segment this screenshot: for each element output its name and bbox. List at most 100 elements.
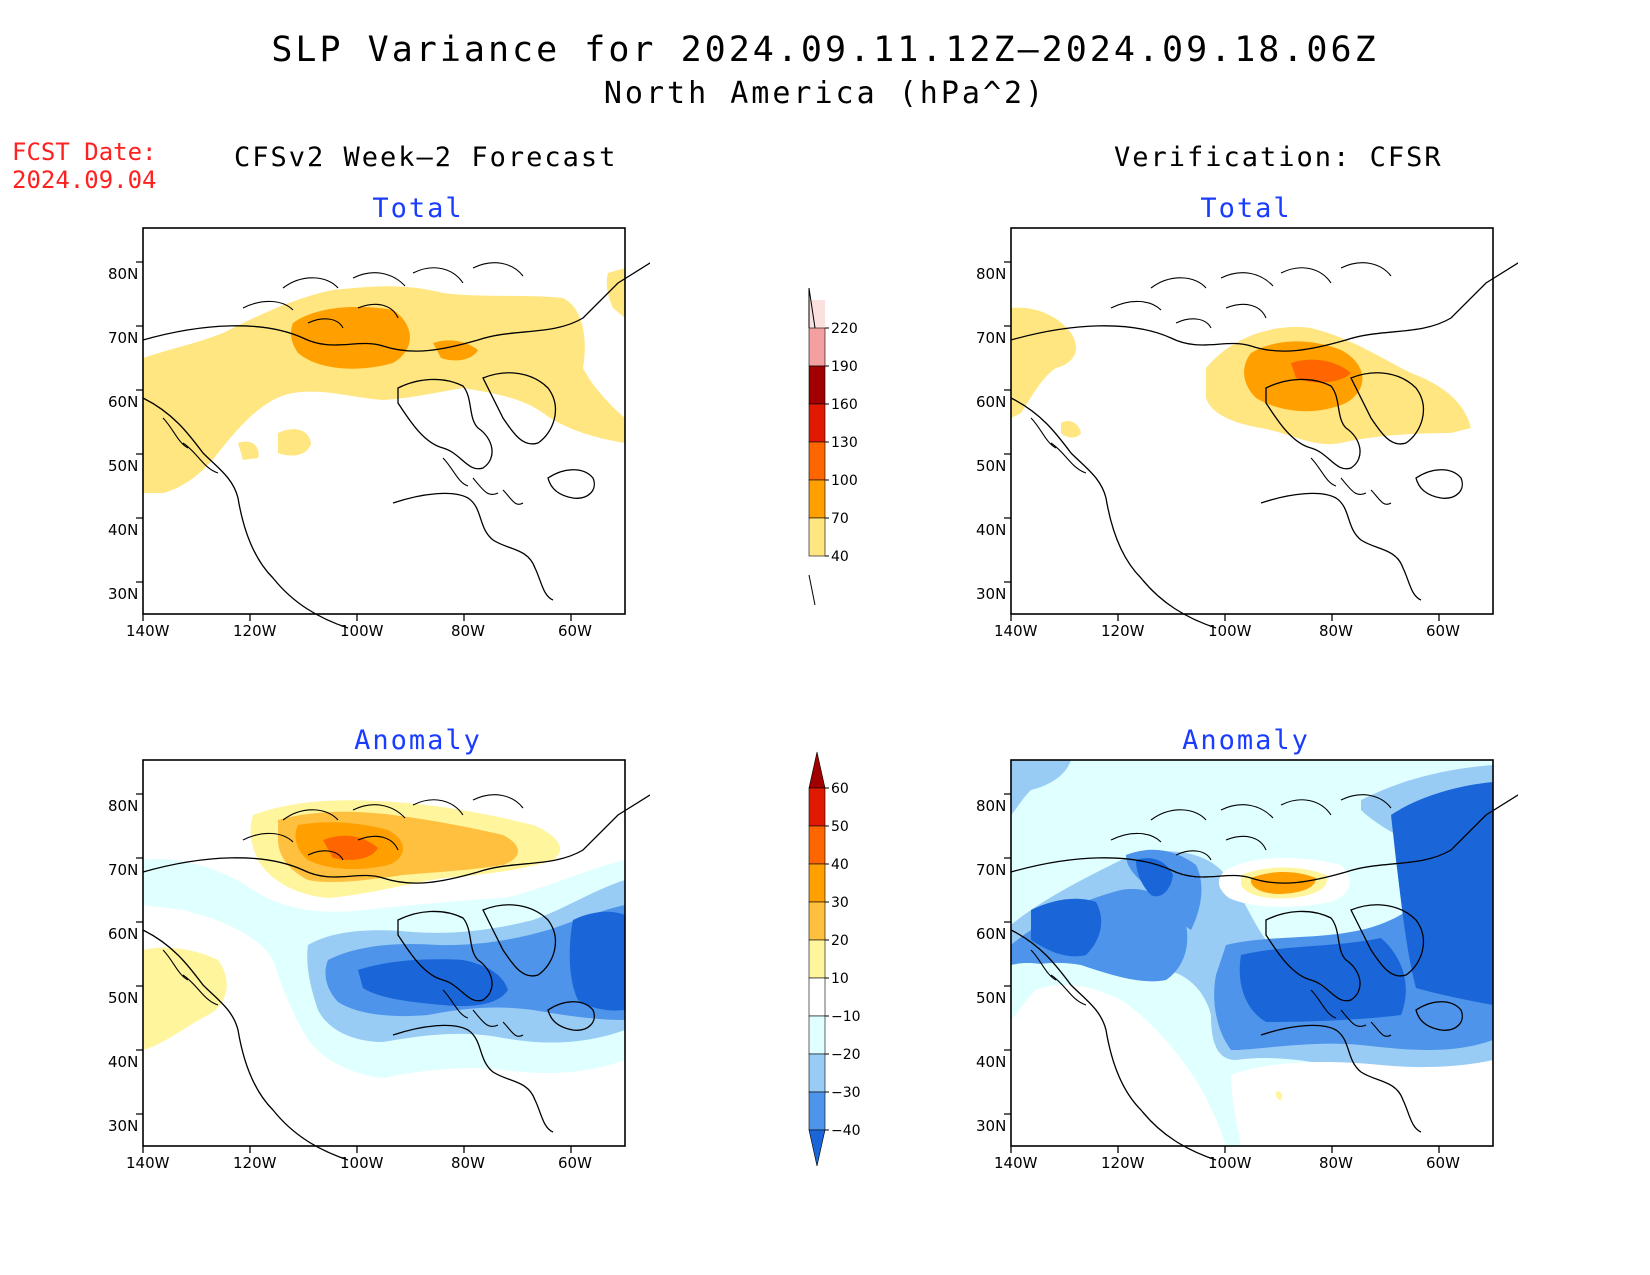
- forecast-anomaly-shading: [143, 800, 625, 1078]
- colorbar-total-label: 160: [831, 397, 858, 413]
- colorbar-total-label: 100: [831, 473, 858, 489]
- lon-label: 120W: [233, 1154, 277, 1172]
- lon-label: 120W: [1101, 1154, 1145, 1172]
- colorbar-total-swatch: [809, 300, 825, 328]
- colorbar-anomaly-label: 30: [831, 895, 849, 911]
- colorbar-anomaly-swatch: [808, 939, 826, 979]
- lon-label: 60W: [1426, 622, 1460, 640]
- verification-total-shading: [1011, 307, 1471, 445]
- colorbar-anomaly-swatch: [808, 825, 826, 865]
- forecast-anomaly-map: [135, 759, 650, 1161]
- left-column-title: CFSv2 Week–2 Forecast: [234, 142, 618, 173]
- colorbar-total-label: 190: [831, 359, 858, 375]
- colorbar-total-swatch: [808, 441, 826, 481]
- lon-label: 100W: [340, 622, 384, 640]
- lat-label: 80N: [976, 797, 1007, 815]
- forecast-date-label: FCST Date:: [12, 138, 157, 166]
- colorbar-anomaly-label: −40: [831, 1123, 861, 1139]
- forecast-date-value: 2024.09.04: [12, 166, 157, 194]
- lon-label: 140W: [126, 622, 170, 640]
- lat-label: 80N: [976, 265, 1007, 283]
- lat-label: 80N: [108, 265, 139, 283]
- colorbar-anomaly-swatch: [808, 1091, 826, 1131]
- lat-label: 80N: [108, 797, 139, 815]
- colorbar-anomaly-label: 50: [831, 819, 849, 835]
- lon-label: 80W: [1319, 1154, 1353, 1172]
- colorbar-anomaly-label: 10: [831, 971, 849, 987]
- lat-label: 50N: [108, 457, 139, 475]
- lat-label: 60N: [976, 393, 1007, 411]
- forecast-total-map: [135, 227, 650, 629]
- lon-label: 60W: [558, 622, 592, 640]
- lat-label: 50N: [976, 457, 1007, 475]
- lat-label: 30N: [976, 585, 1007, 603]
- colorbar-anomaly-swatch: [808, 863, 826, 903]
- lat-label: 50N: [108, 989, 139, 1007]
- lat-label: 40N: [976, 521, 1007, 539]
- panel-title-verification-total: Total: [1200, 193, 1292, 224]
- forecast-total-shading: [143, 268, 625, 493]
- colorbar-anomaly-swatch: [808, 1015, 826, 1055]
- panel-title-forecast-anomaly: Anomaly: [354, 725, 482, 756]
- colorbar-total-swatch: [808, 403, 826, 443]
- main-title: SLP Variance for 2024.09.11.12Z–2024.09.…: [271, 30, 1379, 70]
- colorbar-total-label: 130: [831, 435, 858, 451]
- colorbar-total-swatch: [808, 365, 826, 405]
- lat-label: 60N: [108, 393, 139, 411]
- colorbar-anomaly-bottom-arrow: [808, 1129, 826, 1167]
- verification-anomaly-map: [1003, 759, 1518, 1161]
- colorbar-anomaly-swatch: [808, 977, 826, 1017]
- colorbar-total-swatch: [808, 479, 826, 519]
- lon-label: 140W: [126, 1154, 170, 1172]
- colorbar-anomaly-label: −10: [831, 1009, 861, 1025]
- colorbar-anomaly-swatch: [808, 901, 826, 941]
- colorbar-anomaly-label: 60: [831, 781, 849, 797]
- colorbar-total-swatch: [808, 517, 826, 557]
- lon-label: 80W: [1319, 622, 1353, 640]
- colorbar-total-swatch: [808, 327, 826, 367]
- right-column-title: Verification: CFSR: [1114, 142, 1443, 173]
- colorbar-anomaly: 60 50 40 30 20 10 −10 −20 −30 −40: [808, 751, 861, 1167]
- colorbar-anomaly-label: −20: [831, 1047, 861, 1063]
- forecast-date-block: FCST Date: 2024.09.04: [12, 138, 157, 194]
- panel-title-forecast-total: Total: [372, 193, 464, 224]
- colorbar-anomaly-label: 20: [831, 933, 849, 949]
- lat-label: 70N: [108, 329, 139, 347]
- colorbar-total-label: 220: [831, 321, 858, 337]
- colorbar-anomaly-label: 40: [831, 857, 849, 873]
- lat-label: 40N: [108, 521, 139, 539]
- colorbar-total: 220 190 160 130 100 70 40: [808, 287, 858, 606]
- colorbar-anomaly-top-arrow: [808, 751, 826, 789]
- lon-label: 120W: [1101, 622, 1145, 640]
- lon-label: 120W: [233, 622, 277, 640]
- lon-label: 100W: [1208, 1154, 1252, 1172]
- colorbar-total-label: 40: [831, 549, 849, 565]
- panel-title-verification-anomaly: Anomaly: [1182, 725, 1310, 756]
- lat-label: 70N: [976, 329, 1007, 347]
- lat-label: 70N: [108, 861, 139, 879]
- colorbar-anomaly-label: −30: [831, 1085, 861, 1101]
- lat-label: 30N: [108, 585, 139, 603]
- lon-label: 60W: [1426, 1154, 1460, 1172]
- lon-label: 140W: [994, 1154, 1038, 1172]
- lat-label: 30N: [976, 1117, 1007, 1135]
- lat-label: 30N: [108, 1117, 139, 1135]
- colorbar-anomaly-swatch: [808, 1053, 826, 1093]
- verification-total-map: [1003, 227, 1518, 629]
- lon-label: 60W: [558, 1154, 592, 1172]
- lat-label: 60N: [976, 925, 1007, 943]
- colorbar-total-label: 70: [831, 511, 849, 527]
- verification-anomaly-shading: [1011, 760, 1493, 1146]
- colorbar-anomaly-swatch: [808, 787, 826, 827]
- lon-label: 80W: [451, 1154, 485, 1172]
- lon-label: 140W: [994, 622, 1038, 640]
- lon-label: 80W: [451, 622, 485, 640]
- lat-label: 70N: [976, 861, 1007, 879]
- lat-label: 40N: [108, 1053, 139, 1071]
- subtitle: North America (hPa^2): [603, 76, 1047, 111]
- lat-label: 50N: [976, 989, 1007, 1007]
- lon-label: 100W: [1208, 622, 1252, 640]
- lat-label: 40N: [976, 1053, 1007, 1071]
- lat-label: 60N: [108, 925, 139, 943]
- lon-label: 100W: [340, 1154, 384, 1172]
